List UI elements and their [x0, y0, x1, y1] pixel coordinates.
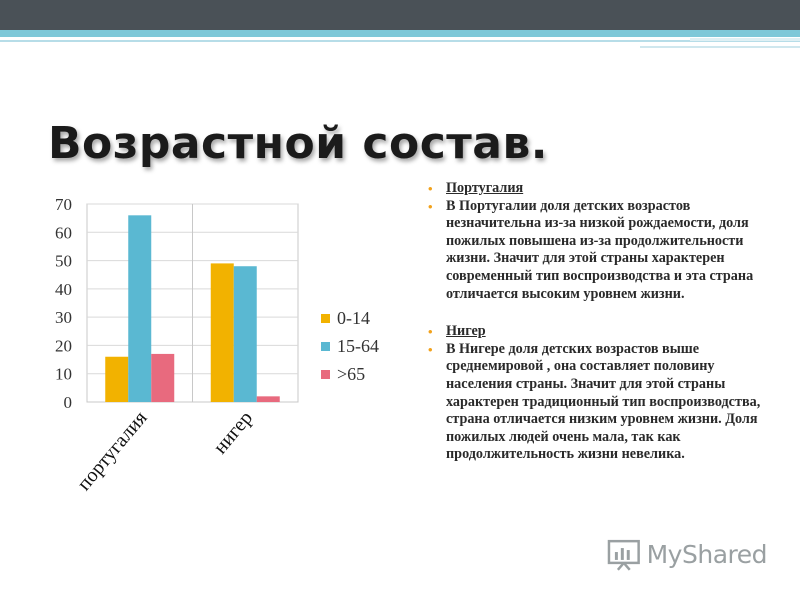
bar-014-1: [210, 263, 234, 402]
y-tick-label: 10: [55, 365, 72, 384]
y-tick-label: 0: [64, 393, 73, 412]
x-category-label: португалия: [73, 407, 152, 495]
y-tick-label: 30: [55, 308, 72, 327]
y-tick-label: 50: [55, 252, 72, 271]
y-tick-label: 40: [55, 280, 72, 299]
y-tick-label: 60: [55, 223, 72, 242]
bullet-icon: •: [428, 198, 433, 214]
legend-swatch: [321, 370, 330, 379]
x-category-label: нигер: [209, 407, 257, 458]
country-description: • В Португалии доля детских возрастов нез…: [426, 198, 771, 304]
bullet-icon: •: [428, 324, 433, 340]
watermark-text: MyShared: [646, 539, 768, 569]
watermark: MyShared: [607, 536, 768, 572]
country-heading-text: Нигер: [446, 323, 486, 340]
presentation-board-icon: [607, 539, 640, 571]
slide-title: Возрастной состав.: [48, 118, 549, 169]
bar-65-0: [151, 353, 175, 402]
country-heading: • Нигер: [426, 323, 771, 341]
y-tick-label: 70: [55, 195, 72, 214]
bar-65-1: [256, 396, 280, 402]
top-accent-line: [0, 30, 800, 37]
country-description-text: В Португалии доля детских возрастов незн…: [446, 197, 754, 302]
bar-1564-1: [233, 266, 257, 402]
bar-014-0: [105, 356, 129, 402]
legend-swatch: [321, 314, 330, 323]
age-structure-chart: 0 10 20 30 40 50 60 70 португалия нигер 0-14 15-64 >…: [55, 195, 379, 495]
country-heading: • Португалия: [426, 180, 771, 198]
top-bar: [0, 0, 800, 30]
bullet-icon: •: [428, 341, 433, 357]
bar-1564-0: [128, 215, 152, 402]
top-thin-line: [0, 40, 800, 42]
country-description: • В Нигере доля детских возрастов выше ср…: [426, 341, 771, 464]
top-thin-line-right: [690, 38, 800, 41]
top-thin-line-short: [640, 46, 800, 48]
legend-label: >65: [337, 364, 365, 384]
country-heading-text: Португалия: [446, 180, 524, 196]
legend-label: 0-14: [337, 308, 370, 328]
country-description-text: В Нигере доля детских возрастов выше сре…: [446, 340, 761, 463]
legend-label: 15-64: [337, 336, 379, 356]
legend-swatch: [321, 342, 330, 351]
paragraph-gap: [426, 303, 771, 323]
description-panel: • Португалия • В Португалии доля детских во…: [426, 180, 771, 464]
bullet-icon: •: [428, 181, 433, 196]
y-tick-label: 20: [55, 336, 72, 355]
